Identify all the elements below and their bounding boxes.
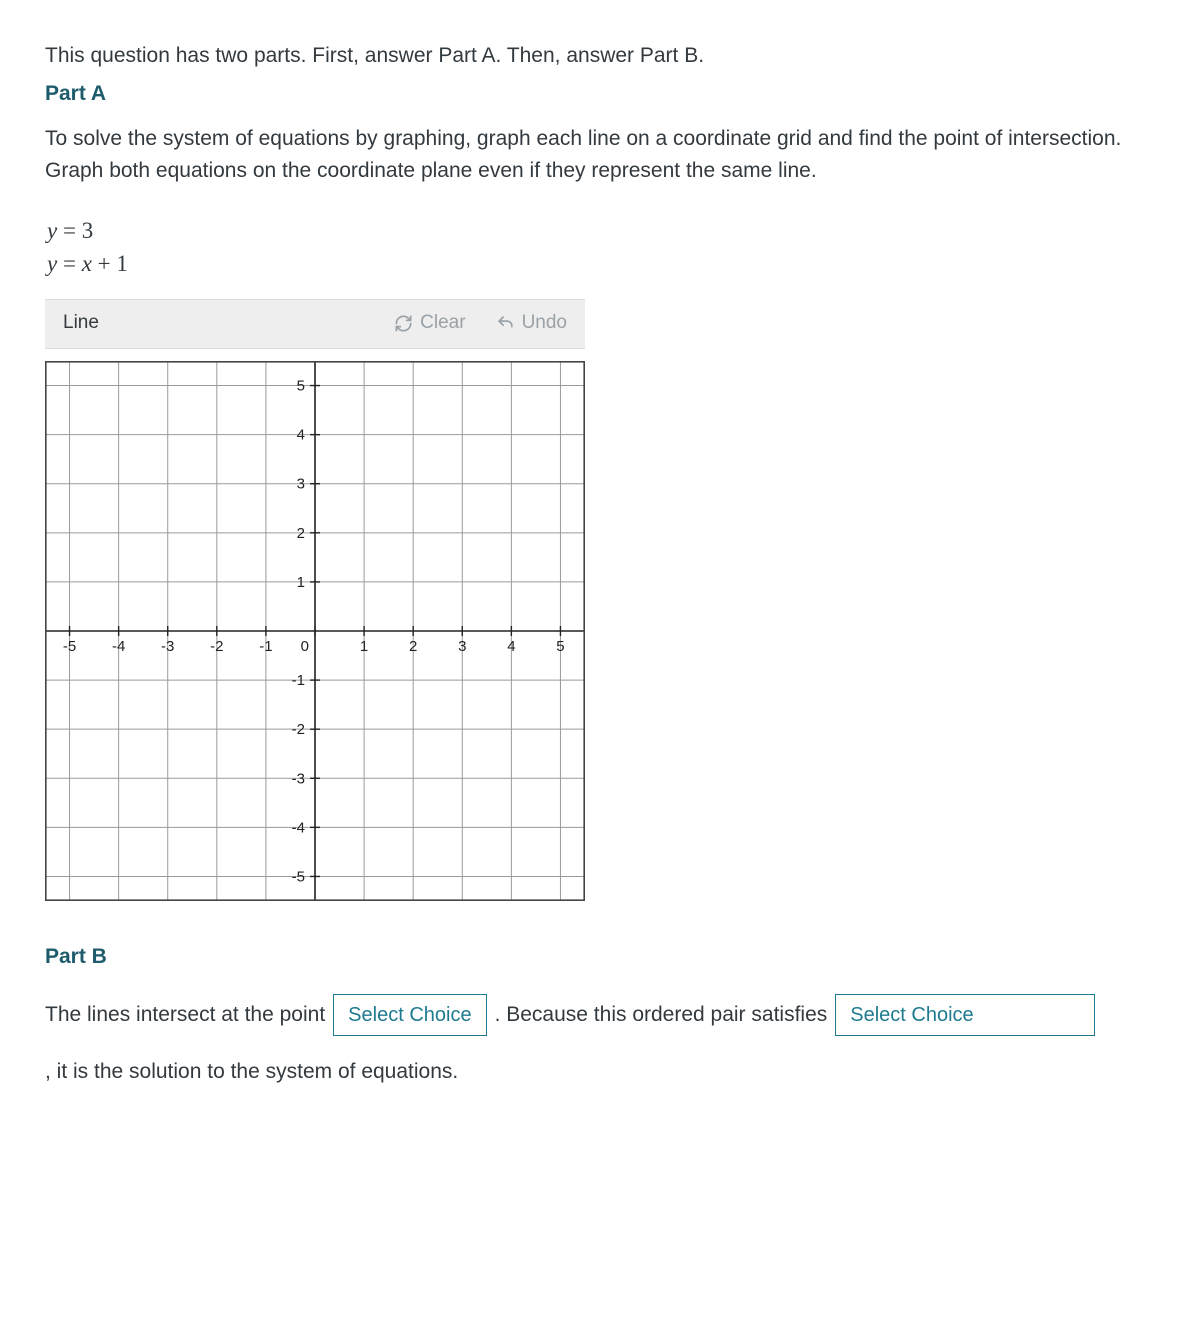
part-a-instructions: To solve the system of equations by grap… bbox=[45, 123, 1140, 186]
svg-text:-1: -1 bbox=[292, 672, 305, 689]
select-choice-1[interactable]: Select Choice bbox=[333, 994, 486, 1036]
svg-text:-4: -4 bbox=[292, 819, 305, 836]
equation-1: y = 3 bbox=[47, 214, 1140, 247]
equation-block: y = 3 y = x + 1 bbox=[47, 214, 1140, 281]
eq1-eq: = bbox=[57, 218, 81, 243]
refresh-icon bbox=[394, 314, 413, 333]
partb-frag1: The lines intersect at the point bbox=[45, 990, 325, 1040]
clear-label: Clear bbox=[420, 309, 465, 338]
eq2-eq: = bbox=[57, 251, 81, 276]
svg-text:2: 2 bbox=[297, 525, 305, 542]
svg-text:4: 4 bbox=[507, 638, 515, 655]
svg-text:-5: -5 bbox=[292, 868, 305, 885]
partb-frag2: . Because this ordered pair satisfies bbox=[495, 990, 828, 1040]
svg-text:1: 1 bbox=[297, 574, 305, 591]
undo-button[interactable]: Undo bbox=[496, 309, 567, 338]
part-a-label: Part A bbox=[45, 78, 1140, 110]
svg-text:-3: -3 bbox=[292, 770, 305, 787]
grid-svg[interactable]: -5 -4 -3 -2 -1 0 1 2 3 4 5 1 2 3 4 5 -1 -2 -3 -4 -5 bbox=[45, 361, 585, 901]
select-choice-2[interactable]: Select Choice bbox=[835, 994, 1095, 1036]
svg-text:3: 3 bbox=[458, 638, 466, 655]
partb-frag3: , it is the solution to the system of eq… bbox=[45, 1047, 458, 1097]
svg-text:-4: -4 bbox=[112, 638, 125, 655]
undo-label: Undo bbox=[522, 309, 567, 338]
svg-text:5: 5 bbox=[297, 377, 305, 394]
graph-toolbar: Line Clear Undo bbox=[45, 299, 585, 349]
svg-text:0: 0 bbox=[301, 638, 309, 655]
svg-text:-5: -5 bbox=[63, 638, 76, 655]
equation-2: y = x + 1 bbox=[47, 247, 1140, 280]
tool-line[interactable]: Line bbox=[63, 309, 99, 338]
clear-button[interactable]: Clear bbox=[394, 309, 465, 338]
svg-text:1: 1 bbox=[360, 638, 368, 655]
eq1-lhs: y bbox=[47, 218, 57, 243]
eq2-rhs-var: x bbox=[82, 251, 92, 276]
svg-text:2: 2 bbox=[409, 638, 417, 655]
svg-text:5: 5 bbox=[556, 638, 564, 655]
undo-icon bbox=[496, 314, 515, 333]
coordinate-grid[interactable]: -5 -4 -3 -2 -1 0 1 2 3 4 5 1 2 3 4 5 -1 -2 -3 -4 -5 bbox=[45, 361, 585, 901]
part-b-label: Part B bbox=[45, 941, 1140, 973]
part-b-sentence: The lines intersect at the point Select … bbox=[45, 990, 1140, 1097]
svg-text:-1: -1 bbox=[259, 638, 272, 655]
svg-text:-2: -2 bbox=[292, 721, 305, 738]
eq2-lhs: y bbox=[47, 251, 57, 276]
svg-text:4: 4 bbox=[297, 426, 305, 443]
svg-text:3: 3 bbox=[297, 475, 305, 492]
svg-text:-3: -3 bbox=[161, 638, 174, 655]
intro-text: This question has two parts. First, answ… bbox=[45, 40, 1140, 72]
eq2-rhs-rest: + 1 bbox=[92, 251, 128, 276]
svg-text:-2: -2 bbox=[210, 638, 223, 655]
eq1-rhs: 3 bbox=[82, 218, 94, 243]
